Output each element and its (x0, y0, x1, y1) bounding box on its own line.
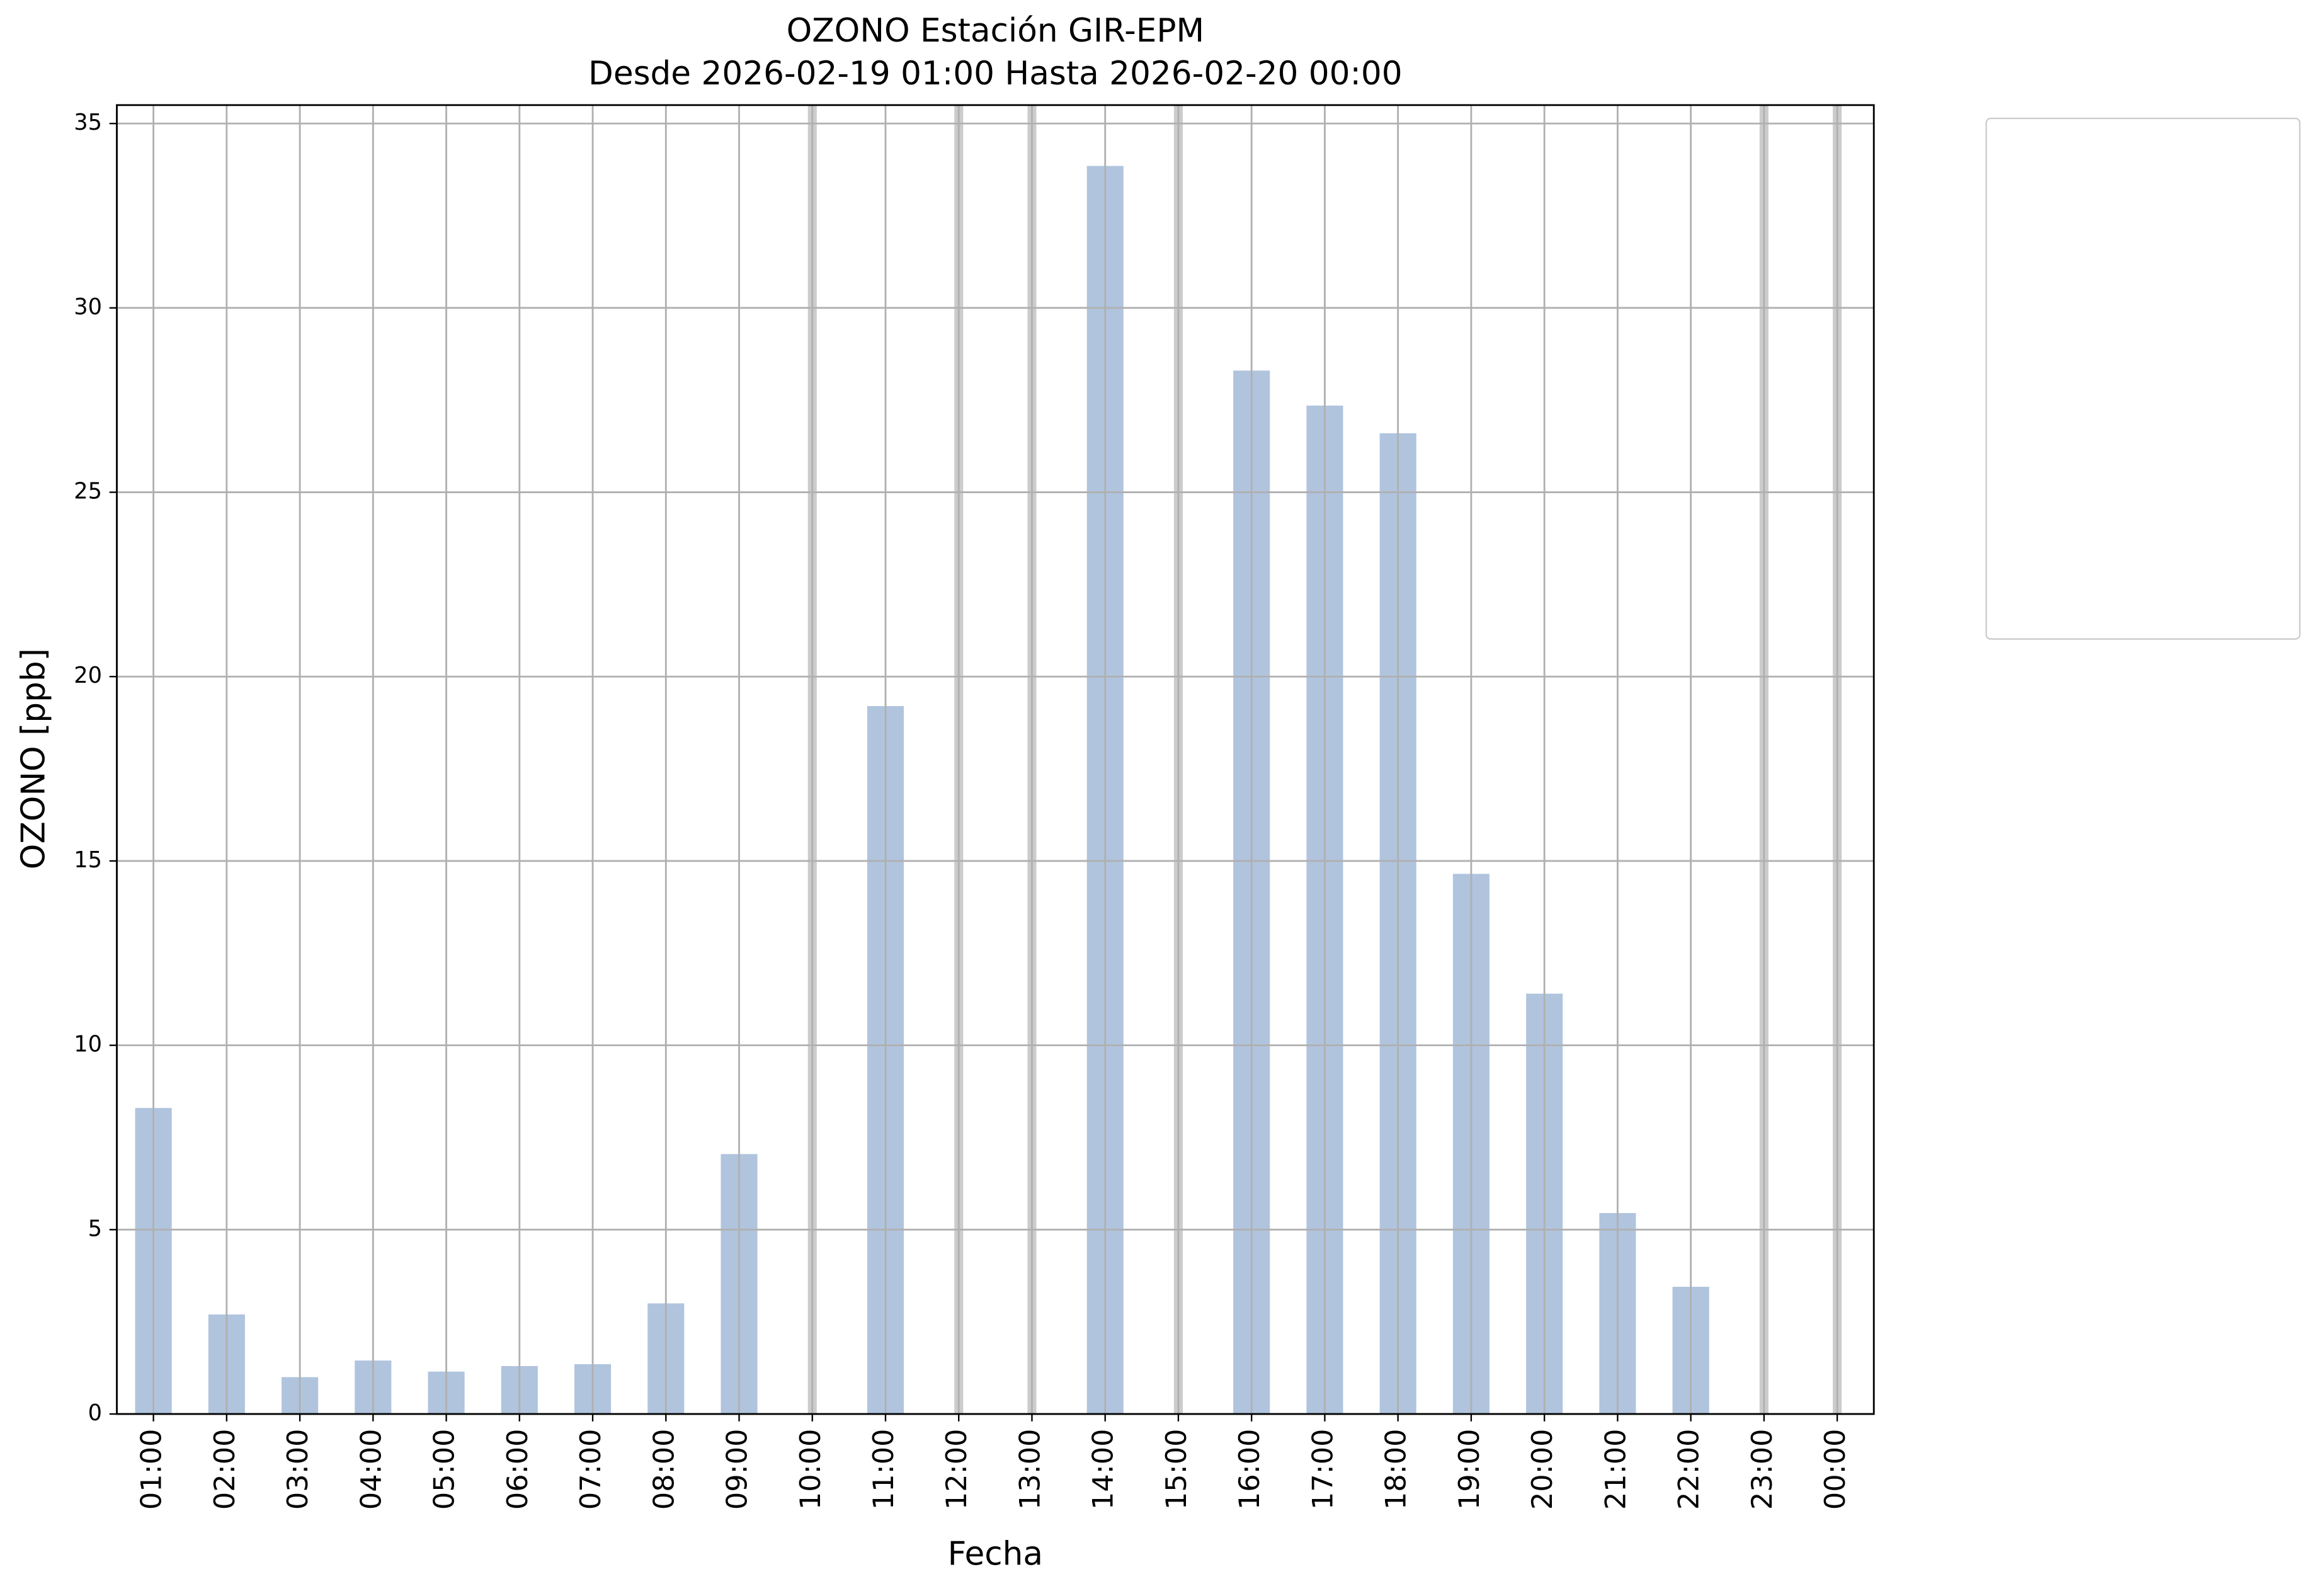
x-tick-label: 00:00 (1819, 1429, 1852, 1510)
y-axis-label: OZONO [ppb] (14, 648, 52, 869)
y-tick-label: 30 (74, 294, 102, 320)
x-tick-label: 15:00 (1160, 1429, 1193, 1510)
x-tick-label: 05:00 (428, 1429, 461, 1510)
x-tick-label: 23:00 (1746, 1429, 1779, 1510)
x-tick-label: 22:00 (1673, 1429, 1706, 1510)
y-tick-label: 5 (88, 1216, 102, 1241)
x-tick-label: 06:00 (501, 1429, 534, 1510)
x-tick-label: 21:00 (1599, 1429, 1632, 1510)
chart-title: OZONO Estación GIR-EPM (787, 12, 1204, 50)
y-tick-label: 20 (74, 663, 102, 688)
plot-frame (116, 104, 1875, 1415)
x-tick-label: 19:00 (1453, 1429, 1486, 1510)
y-tick-label: 15 (74, 847, 102, 873)
x-tick-label: 07:00 (574, 1429, 607, 1510)
x-tick-label: 10:00 (794, 1429, 827, 1510)
x-axis-label: Fecha (948, 1535, 1043, 1573)
x-tick-label: 14:00 (1087, 1429, 1120, 1510)
y-tick-label: 0 (88, 1400, 102, 1426)
x-tick-label: 11:00 (867, 1429, 900, 1510)
x-tick-label: 04:00 (355, 1429, 387, 1510)
x-tick-label: 09:00 (721, 1429, 754, 1510)
x-tick-label: 02:00 (208, 1429, 241, 1510)
x-tick-label: 13:00 (1013, 1429, 1046, 1510)
x-tick-label: 17:00 (1306, 1429, 1339, 1510)
x-tick-label: 20:00 (1526, 1429, 1559, 1510)
x-tick-label: 18:00 (1380, 1429, 1413, 1510)
x-tick-label: 01:00 (135, 1429, 168, 1510)
x-tick-label: 03:00 (282, 1429, 314, 1510)
y-tick-label: 25 (74, 479, 102, 504)
x-tick-label: 16:00 (1233, 1429, 1266, 1510)
chart-subtitle: Desde 2026-02-19 01:00 Hasta 2026-02-20 … (588, 55, 1403, 93)
legend-box (1985, 117, 2301, 640)
y-tick-label: 10 (74, 1032, 102, 1057)
x-tick-label: 08:00 (647, 1429, 680, 1510)
y-tick-label: 35 (74, 110, 102, 135)
x-tick-label: 12:00 (940, 1429, 973, 1510)
